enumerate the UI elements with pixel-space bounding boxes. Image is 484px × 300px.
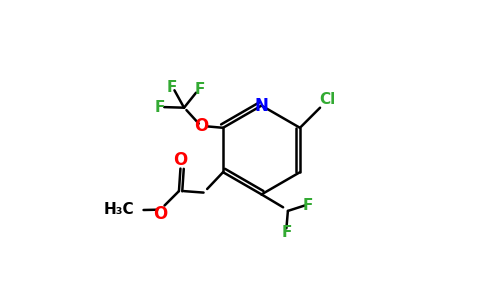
Text: F: F	[195, 82, 205, 97]
Text: F: F	[154, 100, 165, 115]
Text: F: F	[166, 80, 177, 95]
Text: H₃C: H₃C	[103, 202, 134, 217]
Text: Cl: Cl	[320, 92, 336, 107]
Text: O: O	[194, 117, 209, 135]
Text: O: O	[173, 151, 188, 169]
Text: N: N	[255, 97, 269, 115]
Text: F: F	[281, 225, 291, 240]
Text: F: F	[303, 198, 314, 213]
Text: O: O	[153, 205, 167, 223]
